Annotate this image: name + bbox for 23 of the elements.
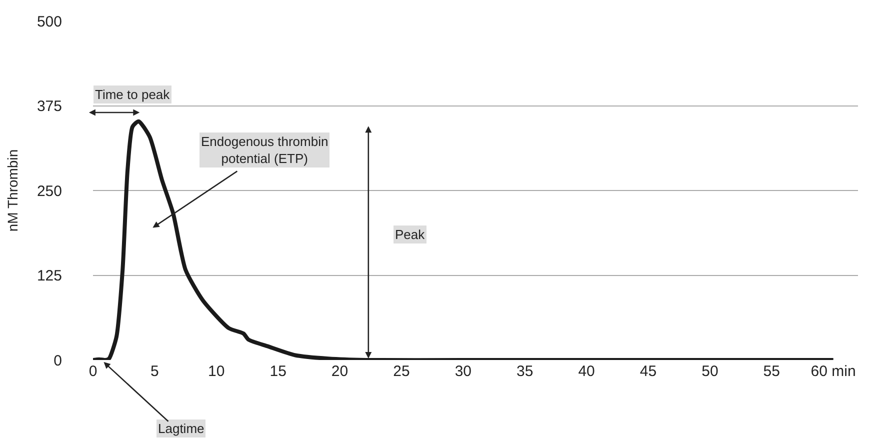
- x-tick-label: 15: [270, 363, 286, 380]
- x-tick-label: 5: [150, 363, 159, 380]
- x-tick-label: 10: [208, 363, 225, 380]
- x-tick-label: 30: [454, 363, 472, 380]
- y-tick-label: 250: [36, 182, 62, 200]
- annotation: Peak: [395, 227, 426, 242]
- x-tick-label: 60 min: [810, 363, 856, 380]
- y-axis-title: nM Thrombin: [4, 149, 21, 232]
- x-tick-label: 50: [702, 363, 718, 380]
- y-tick-label: 375: [36, 98, 62, 115]
- x-tick-label: 25: [393, 363, 410, 380]
- x-tick-label: 0: [88, 363, 98, 380]
- x-tick-label: 40: [578, 363, 595, 380]
- x-tick-label: 55: [763, 363, 780, 380]
- y-tick-label: 125: [36, 268, 62, 284]
- line-series: [93, 119, 836, 360]
- annotation: Time to peak: [95, 87, 170, 102]
- x-tick-label: 35: [516, 363, 534, 380]
- x-tick-label: 20: [331, 363, 348, 380]
- x-tick-label: 45: [640, 363, 657, 380]
- y-tick-label: 500: [36, 13, 62, 30]
- annotation: Endogenous thrombin potential (ETP): [201, 134, 328, 166]
- text: Lagtime: [158, 421, 204, 436]
